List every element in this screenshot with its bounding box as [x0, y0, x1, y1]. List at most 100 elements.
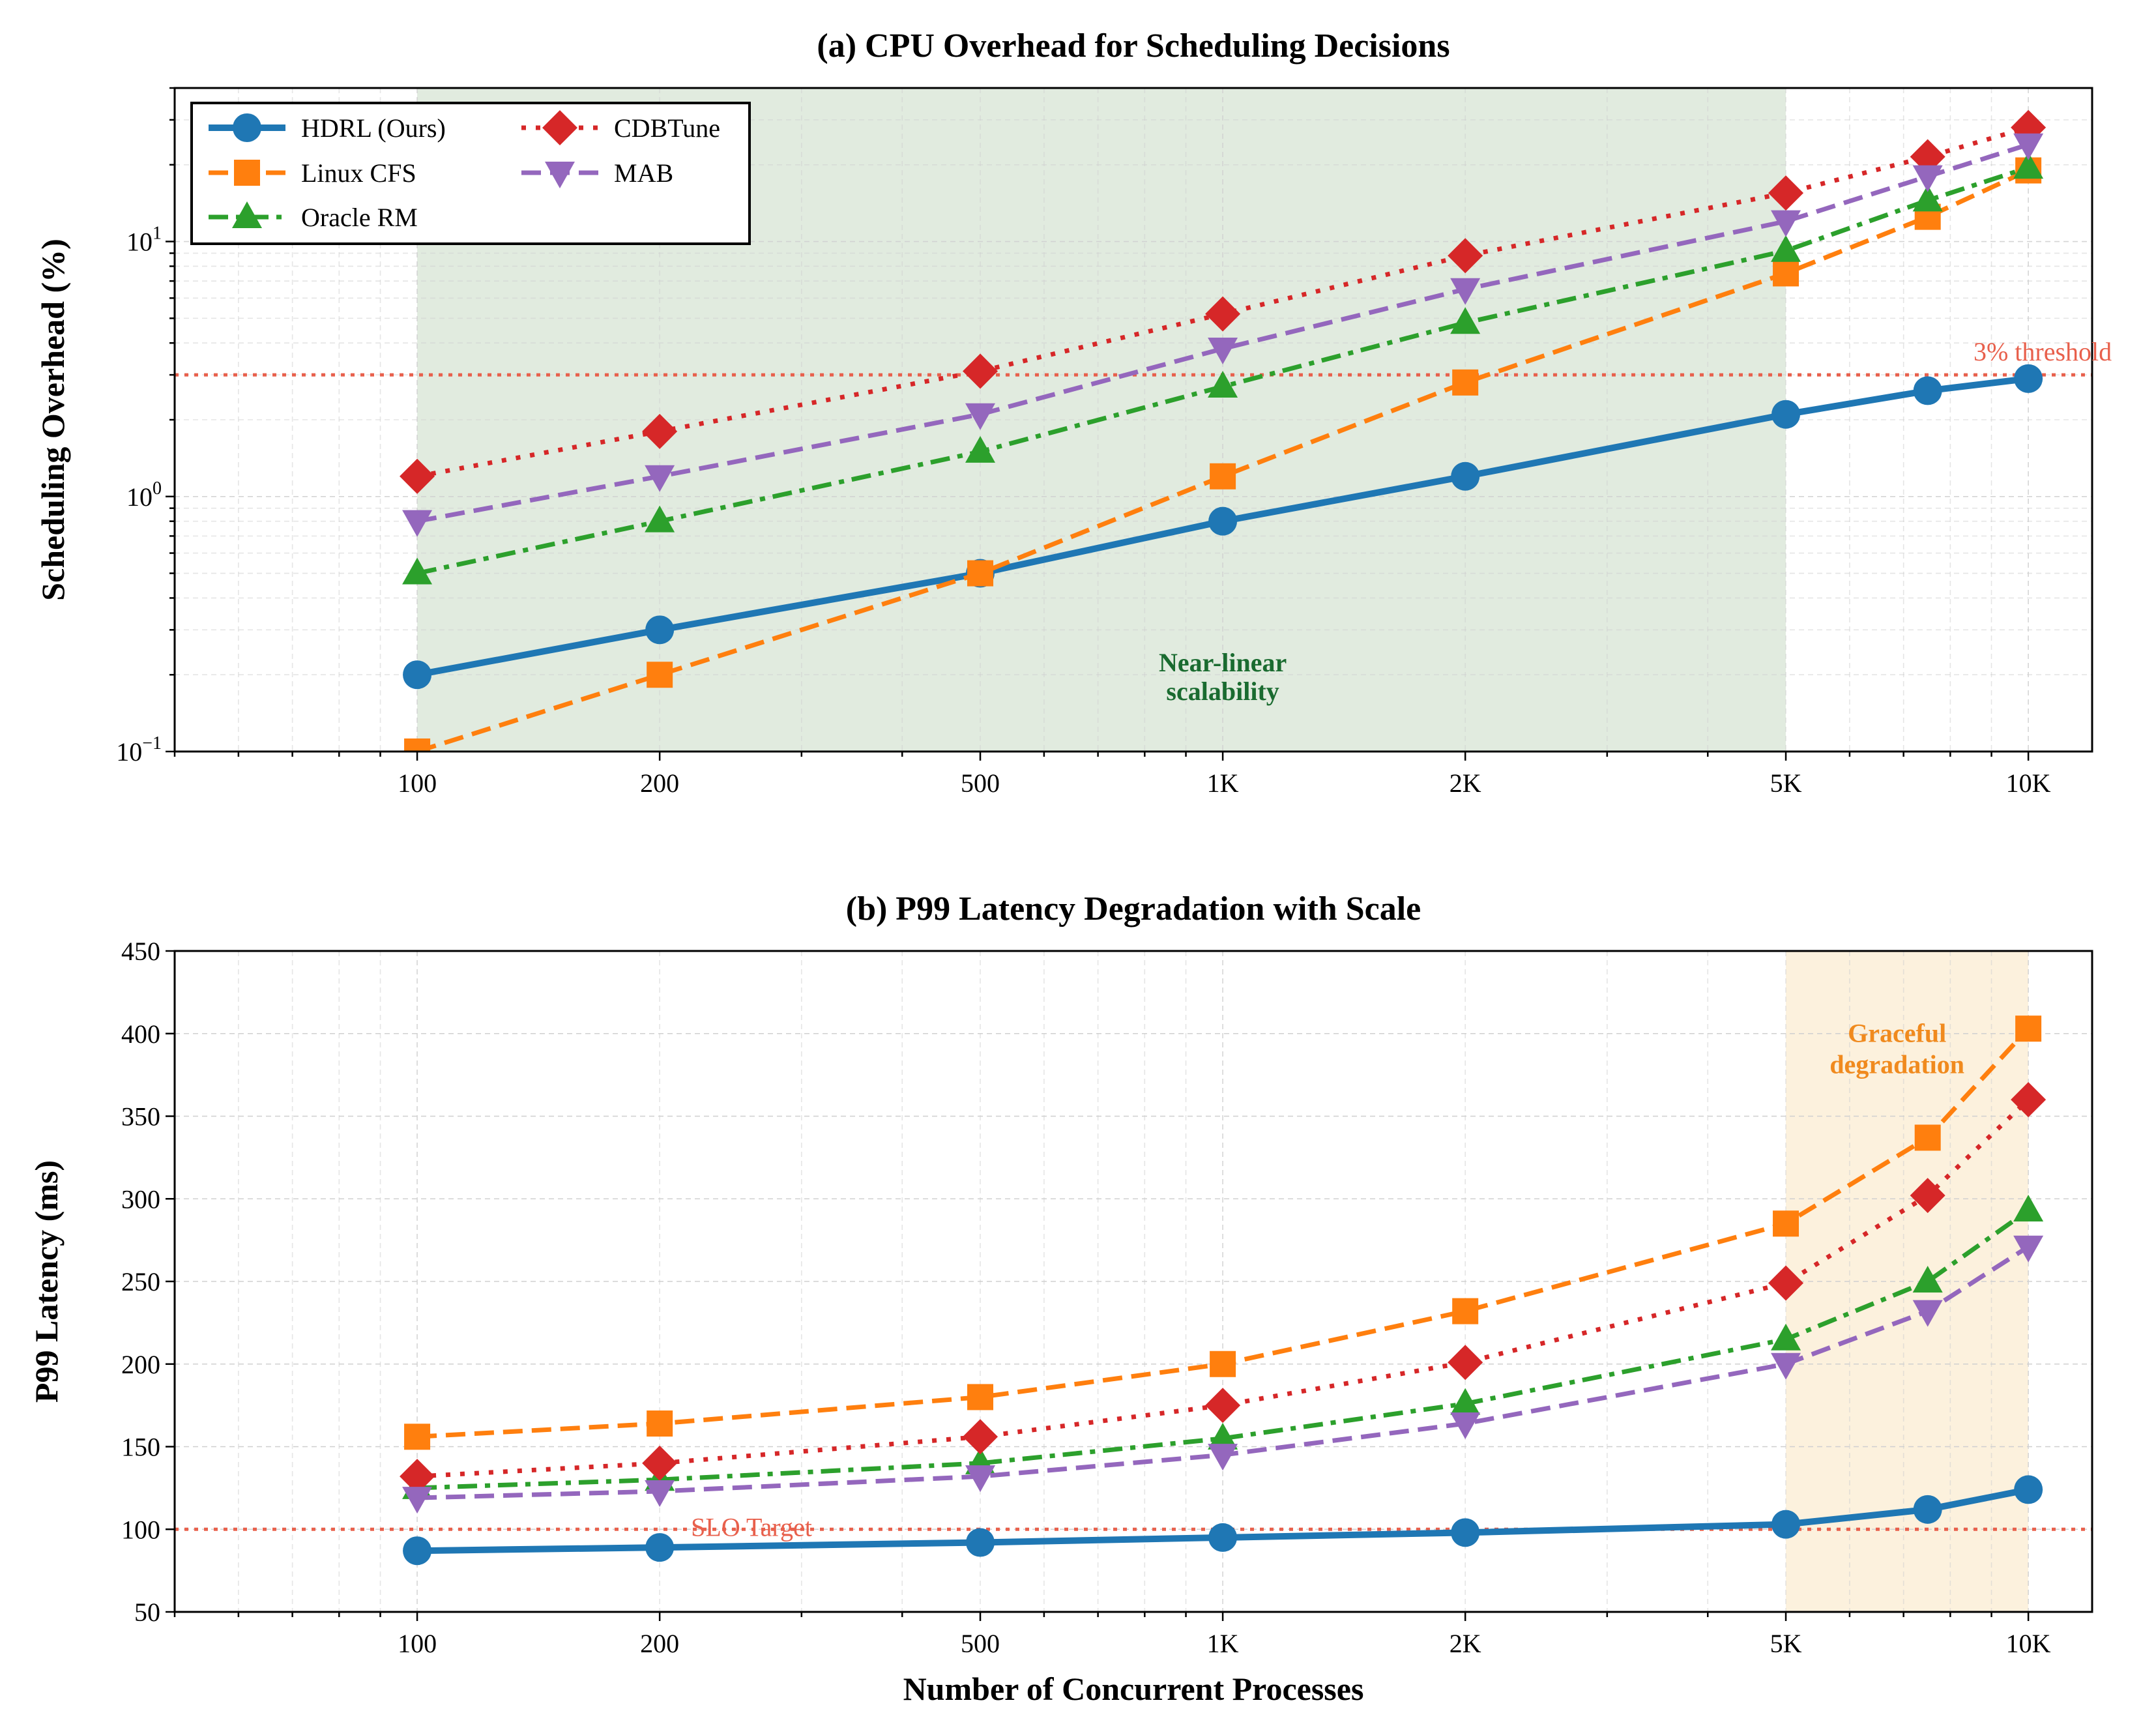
data-point [1912, 1300, 1943, 1327]
data-point [1768, 1265, 1804, 1301]
data-point [1451, 1518, 1480, 1547]
data-point [1771, 235, 1801, 262]
x-tick-label: 100 [398, 768, 437, 798]
legend-marker [234, 160, 260, 186]
legend-marker [232, 201, 262, 228]
data-point [965, 435, 996, 463]
data-point [1452, 369, 1479, 396]
data-point [1771, 400, 1801, 429]
y-axis-ticks [166, 87, 175, 753]
series-line-hdrl-ours- [417, 1486, 2030, 1555]
data-point [403, 1536, 432, 1566]
x-tick-label: 200 [640, 1629, 679, 1658]
data-point [1210, 1351, 1236, 1377]
data-point [1771, 210, 1801, 237]
data-point [1208, 371, 1238, 398]
y-axis-ticks [166, 950, 175, 1613]
data-point [1771, 1352, 1801, 1380]
x-tick-label: 5K [1770, 1629, 1802, 1658]
threshold-label: 3% threshold [1974, 337, 2112, 366]
data-point [645, 1533, 675, 1562]
y-tick-label: 250 [121, 1267, 160, 1296]
data-point [1913, 1495, 1942, 1524]
data-point [404, 738, 431, 752]
data-point [1912, 165, 1943, 192]
series-line-cdbtune [416, 125, 2030, 479]
data-point [2013, 133, 2044, 160]
y-tick-label: 150 [121, 1433, 160, 1462]
legend-label: CDBTune [614, 113, 720, 143]
x-tick-label: 1K [1207, 1629, 1239, 1658]
x-axis-label: Number of Concurrent Processes [903, 1671, 1364, 1707]
data-point [1210, 463, 1236, 489]
data-point [1452, 1298, 1479, 1324]
x-axis-ticks [173, 752, 2030, 761]
region-label: Near-linear [1159, 648, 1287, 677]
data-point [967, 1384, 994, 1410]
data-point [1208, 1444, 1238, 1471]
data-point [2013, 1235, 2044, 1263]
data-point [1208, 506, 1238, 536]
data-point [1208, 1422, 1238, 1450]
data-point [404, 1424, 431, 1450]
legend: HDRL (Ours) Linux CFS Oracle RM CDBTune MAB [190, 102, 751, 245]
data-point [1912, 1266, 1943, 1293]
threshold-label: SLO Target [691, 1512, 812, 1541]
data-point [1451, 461, 1480, 491]
y-tick-label: 50 [134, 1598, 160, 1627]
data-point [2014, 1475, 2043, 1504]
data-point [1773, 1210, 1799, 1237]
x-tick-label: 10K [2006, 768, 2051, 798]
data-point [1914, 1124, 1941, 1151]
y-axis-label: Scheduling Overhead (%) [35, 239, 71, 601]
data-point [2015, 1015, 2042, 1042]
series-line-mab [416, 142, 2030, 524]
legend-label: Linux CFS [301, 158, 416, 188]
data-point [2013, 152, 2044, 179]
data-point [1448, 238, 1483, 274]
legend-marker [545, 162, 575, 188]
data-point [403, 660, 432, 690]
y-tick-label: 100 [126, 478, 162, 512]
data-point [966, 1528, 995, 1557]
region-label: scalability [1166, 677, 1279, 706]
data-point [2013, 1194, 2044, 1221]
data-point [1450, 1412, 1481, 1440]
data-point [963, 353, 998, 389]
y-tick-label: 100 [121, 1515, 160, 1544]
x-tick-label: 1K [1207, 768, 1239, 798]
data-point [645, 1480, 675, 1507]
series-line-cdbtune [416, 1098, 2030, 1479]
data-point [1912, 184, 1943, 212]
data-point [1450, 307, 1481, 334]
data-point [645, 505, 675, 533]
data-point [402, 557, 433, 585]
chart-title: (b) P99 Latency Degradation with Scale [846, 890, 1421, 928]
series-line-linux-cfs [416, 1027, 2030, 1439]
y-tick-label: 200 [121, 1350, 160, 1379]
data-point [1771, 1323, 1801, 1351]
series-line-mab [416, 1244, 2030, 1500]
data-point [1208, 337, 1238, 364]
legend-label: HDRL (Ours) [301, 113, 446, 143]
y-tick-label: 450 [121, 937, 160, 966]
x-tick-label: 10K [2006, 1629, 2051, 1658]
data-point [1768, 175, 1804, 211]
chart-title: (a) CPU Overhead for Scheduling Decision… [817, 27, 1449, 65]
data-point [965, 403, 996, 430]
data-point [967, 560, 994, 587]
data-point [963, 1419, 998, 1455]
series-line-hdrl-ours- [416, 375, 2029, 679]
x-axis-ticks [173, 1612, 2030, 1621]
data-point [1208, 1523, 1238, 1552]
data-point [645, 615, 675, 645]
y-tick-label: 300 [121, 1184, 160, 1214]
legend-marker [542, 110, 577, 145]
data-point [645, 465, 675, 492]
series-group [400, 1015, 2047, 1566]
data-point [647, 662, 673, 688]
data-point [400, 1459, 435, 1495]
panel-a-overhead: 100 200 500 1K 2K 5K 10K 10−1 100 101 (a) CPU Over… [35, 27, 2112, 798]
panel-b-latency: 100 200 500 1K 2K 5K 10K 50 100 150 200 250 300 350 40… [28, 890, 2093, 1707]
